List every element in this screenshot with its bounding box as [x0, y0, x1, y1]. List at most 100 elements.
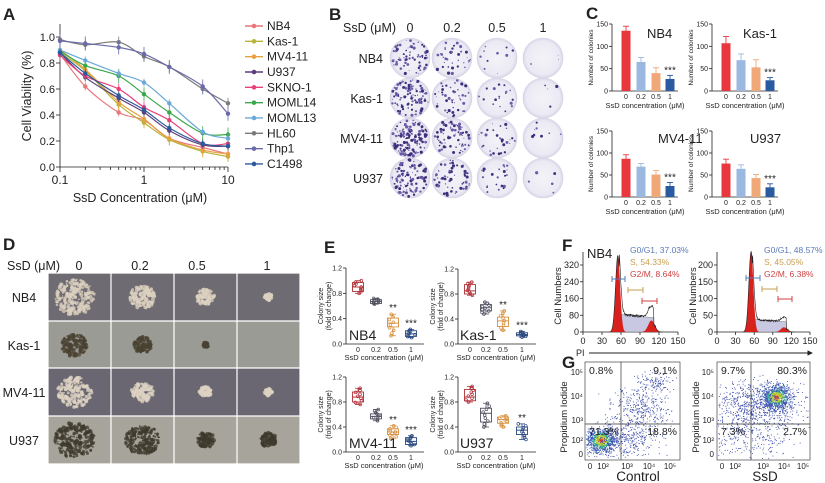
colony-dot	[409, 39, 412, 43]
significance-marker: **	[389, 303, 397, 314]
cell-cluster	[67, 298, 72, 303]
colony-dot	[455, 41, 459, 45]
colony-dot	[422, 186, 425, 190]
cell-cluster	[72, 435, 75, 438]
colony-dot	[503, 165, 506, 168]
significance-marker: ***	[405, 318, 417, 329]
cell-cluster	[78, 286, 82, 290]
colony-dot	[399, 110, 402, 113]
x-axis-label: SsD concentration (μM)	[457, 461, 536, 470]
colony-dot	[418, 129, 422, 133]
cell-cluster	[79, 334, 84, 339]
colony-dot	[399, 97, 401, 99]
event-dot	[664, 396, 666, 398]
cell-cluster	[57, 296, 60, 299]
colony-dot	[440, 53, 444, 56]
plate-header-label: SsD (μM)	[343, 21, 396, 35]
colony-dot	[462, 145, 464, 147]
event-dot	[598, 446, 600, 448]
colony-dot	[411, 190, 414, 193]
colony-dot	[443, 175, 446, 178]
y-tick-label: 0.8	[332, 400, 342, 407]
cell-cluster	[206, 298, 209, 301]
colony-dot	[409, 87, 411, 89]
cell-cluster	[208, 289, 211, 291]
event-dot	[594, 450, 596, 451]
colony-dot	[399, 143, 402, 147]
colony-dot	[444, 142, 446, 144]
colony-dot	[392, 89, 395, 92]
cell-cluster	[65, 342, 70, 346]
colony-dot	[393, 142, 397, 146]
cell-cluster	[78, 383, 80, 385]
colony-dot	[413, 135, 417, 139]
y-axis-label: (fold of change)	[326, 390, 333, 439]
legend-label: HL60	[267, 126, 296, 140]
cell-cluster	[80, 296, 84, 300]
cell-cluster	[135, 427, 138, 429]
cell-cluster	[155, 432, 160, 436]
cell-cluster	[79, 426, 82, 428]
colony-dot	[410, 103, 413, 106]
bar	[636, 166, 646, 197]
colony-dot	[405, 49, 408, 52]
event-dot	[641, 386, 643, 388]
cell-cluster	[70, 288, 73, 291]
data-point	[482, 422, 487, 426]
cell-cluster	[66, 337, 71, 342]
colony-dot	[500, 138, 504, 142]
sample-label: NB4	[587, 246, 612, 261]
cell-cluster	[140, 285, 144, 288]
event-dot	[651, 377, 653, 379]
cell-cluster	[89, 390, 94, 395]
colony-dot	[424, 91, 428, 95]
colony-dot	[419, 190, 422, 193]
colony-dot	[458, 143, 461, 145]
box	[387, 312, 399, 338]
cell-cluster	[60, 288, 64, 291]
event-dot	[639, 381, 641, 383]
panel-label-a: A	[3, 5, 15, 24]
colony-dot	[444, 109, 447, 112]
x-tick-label: 1	[768, 200, 772, 207]
colony-dot	[415, 142, 419, 145]
colony-dot	[468, 61, 470, 63]
event-dot	[602, 449, 603, 451]
cell-cluster	[87, 304, 91, 308]
colony-dot	[449, 177, 453, 181]
cell-cluster	[70, 439, 73, 442]
colony-dot	[458, 129, 460, 131]
colony-dot	[423, 179, 427, 183]
event-dot	[669, 381, 671, 383]
event-dot	[658, 383, 660, 385]
colony-dot	[403, 64, 405, 67]
cell-cluster	[62, 449, 65, 452]
cell-cluster	[88, 294, 93, 299]
data-point	[83, 41, 88, 46]
cell-cluster	[75, 310, 77, 313]
event-dot	[603, 441, 605, 443]
colony-dot	[489, 153, 492, 157]
event-dot	[623, 406, 625, 407]
cell-cluster	[69, 435, 72, 438]
colony-dot	[404, 184, 408, 188]
colony-dot	[397, 86, 399, 88]
culture-dish	[476, 117, 518, 159]
cell-cluster	[54, 297, 56, 300]
cell-cluster	[60, 286, 62, 289]
colony-dot	[502, 187, 505, 190]
event-dot	[586, 438, 588, 440]
box	[370, 296, 382, 306]
culture-dish	[476, 37, 518, 79]
cell-cluster	[67, 349, 69, 351]
event-dot	[595, 447, 597, 449]
colony-dot	[398, 190, 402, 194]
y-axis-label: Cell Numbers	[688, 267, 699, 325]
colony-dot	[450, 128, 454, 132]
cell-cluster	[267, 291, 271, 296]
colony-dot	[399, 152, 403, 156]
colony-dot	[423, 56, 427, 60]
colony-dot	[420, 125, 424, 129]
colony-dot	[457, 138, 460, 142]
colony-dot	[398, 187, 402, 191]
